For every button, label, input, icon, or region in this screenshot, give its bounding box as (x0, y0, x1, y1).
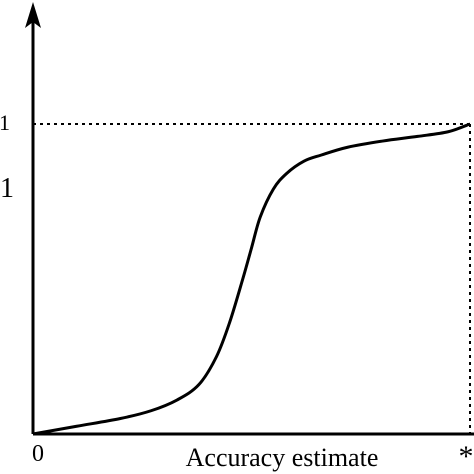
x-axis-label: Accuracy estimate (186, 443, 379, 472)
y-tick-label-top: 1 (0, 110, 10, 135)
y-tick-label-mid: 1 (0, 173, 14, 204)
x-tick-label-zero: 0 (32, 441, 44, 467)
x-tick-label-star: * (459, 440, 474, 473)
series-line (32, 122, 471, 436)
y-axis-arrowhead (25, 2, 41, 28)
